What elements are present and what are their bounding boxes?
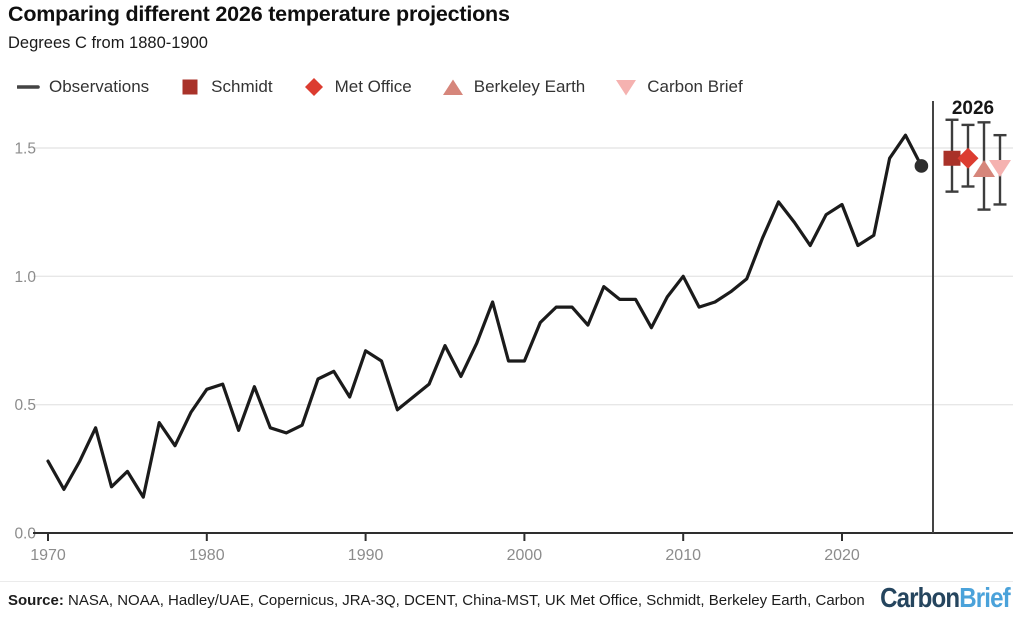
met-office-marker-icon xyxy=(304,78,323,96)
y-tick-label: 0.0 xyxy=(14,526,36,543)
logo-carbon-text: Carbon xyxy=(880,582,960,613)
legend-item-label: Observations xyxy=(49,77,150,96)
legend-item-carbon-brief: Carbon Brief xyxy=(615,77,743,97)
y-tick-label: 1.5 xyxy=(14,140,36,157)
legend-item-label: Berkeley Earth xyxy=(473,77,586,96)
legend-item-met-office: Met Office xyxy=(303,77,412,97)
observations-end-dot xyxy=(914,159,929,173)
footer-separator xyxy=(0,581,1013,582)
x-tick-label: 2010 xyxy=(665,547,701,564)
carbonbrief-logo: CarbonBrief xyxy=(880,582,1011,613)
source-text: NASA, NOAA, Hadley/UAE, Copernicus, JRA-… xyxy=(63,592,865,609)
carbon-brief-marker-icon xyxy=(616,80,637,96)
x-tick-label: 1980 xyxy=(189,547,225,564)
source-label: Source: xyxy=(8,592,64,609)
legend-item-berkeley-earth: Berkeley Earth xyxy=(442,77,586,97)
observations-line xyxy=(46,133,924,499)
legend-item-label: Met Office xyxy=(334,77,412,96)
page-title: Comparing different 2026 temperature pro… xyxy=(8,2,510,26)
legend: Observations Schmidt Met Office Berkeley Ea… xyxy=(17,77,743,97)
projection-marker-berkeley-earth xyxy=(973,160,995,178)
legend-item-label: Carbon Brief xyxy=(647,77,743,96)
legend-item-label: Schmidt xyxy=(211,77,273,96)
logo-brief-text: Brief xyxy=(959,582,1010,613)
projection-marker-carbon-brief xyxy=(989,160,1011,178)
x-tick-label: 2020 xyxy=(824,547,860,564)
projection-marker-met-office xyxy=(957,147,979,169)
legend-item-schmidt: Schmidt xyxy=(179,77,273,97)
temperature-projections-chart: 0.0 0.5 1.0 1.5 1970 1980 1990 2000 2010 2020 2026 xyxy=(14,98,1013,564)
y-tick-label: 1.0 xyxy=(14,269,36,286)
source-note: Source: NASA, NOAA, Hadley/UAE, Copernic… xyxy=(8,592,865,609)
projection-year-label: 2026 xyxy=(952,98,994,119)
x-tick-label: 1990 xyxy=(348,547,384,564)
schmidt-marker-icon xyxy=(182,79,198,95)
page-subtitle: Degrees C from 1880-1900 xyxy=(8,34,208,52)
observations-marker-icon xyxy=(17,85,40,89)
berkeley-earth-marker-icon xyxy=(442,79,463,95)
x-tick-label: 1970 xyxy=(30,547,66,564)
x-tick-label: 2000 xyxy=(507,547,543,564)
projection-marker-schmidt xyxy=(943,150,961,166)
y-tick-label: 0.5 xyxy=(14,397,36,414)
legend-item-observations: Observations xyxy=(17,77,149,97)
